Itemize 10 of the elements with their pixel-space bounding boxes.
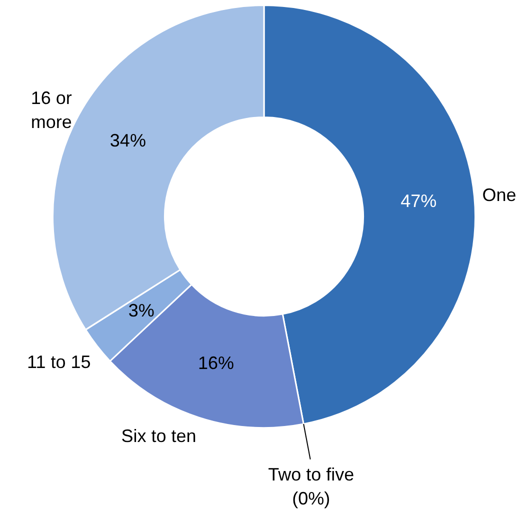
data-label: 16% [198,353,234,374]
legend-label: Two to five [268,464,354,484]
data-label: 34% [110,130,146,151]
data-label: 3% [128,300,154,321]
slice-label: One [482,184,516,205]
slice-label: 16 or more [30,88,72,132]
slice-label: 11 to 15 [27,352,91,372]
slice-label: Six to ten [121,426,196,446]
text: (0%) [292,488,330,508]
data-label: 47% [400,190,437,211]
